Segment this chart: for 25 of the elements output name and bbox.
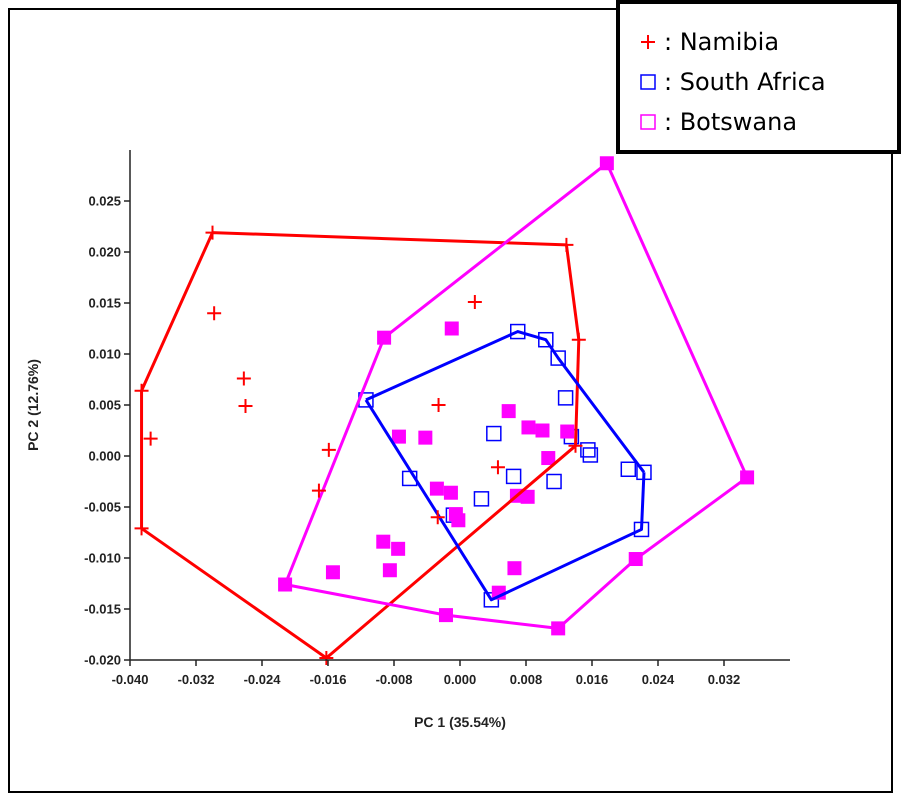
x-tick-label: -0.040 <box>112 672 148 687</box>
y-tick-label: 0.000 <box>88 448 121 464</box>
y-tick-label: -0.015 <box>84 602 121 616</box>
legend-label: : Namibia <box>664 28 780 56</box>
x-tick-label: -0.008 <box>376 672 412 687</box>
x-tick-label: 0.024 <box>642 672 676 687</box>
x-tick-label: -0.024 <box>244 672 282 687</box>
y-axis-title: PC 2 (12.76%) <box>25 359 41 451</box>
y-tick-label: 0.005 <box>88 398 121 412</box>
y-tick-label: -0.010 <box>84 550 121 566</box>
x-tick-label: -0.032 <box>178 672 214 687</box>
x-axis-title: PC 1 (35.54%) <box>414 714 506 730</box>
x-tick-label: 0.016 <box>576 672 608 687</box>
y-tick-label: 0.025 <box>88 194 121 208</box>
y-tick-label: 0.015 <box>88 296 121 310</box>
legend-label: : South Africa <box>664 68 826 96</box>
x-tick-label: 0.008 <box>510 672 542 687</box>
y-tick-label: -0.005 <box>84 500 121 514</box>
x-tick-label: -0.016 <box>310 672 346 687</box>
x-tick-label: 0.032 <box>708 672 740 687</box>
y-tick-label: -0.020 <box>84 652 121 668</box>
y-tick-label: 0.010 <box>88 346 121 362</box>
y-tick-label: 0.020 <box>88 244 121 260</box>
x-tick-label: 0.000 <box>444 672 476 687</box>
legend-label: : Botswana <box>664 108 798 136</box>
